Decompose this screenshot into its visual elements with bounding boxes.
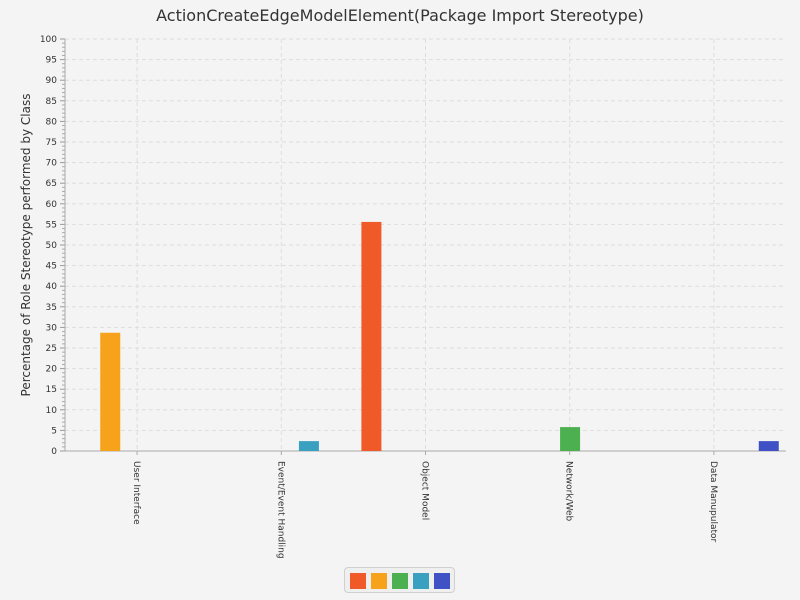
- y-tick-label: 45: [46, 262, 57, 272]
- x-tick-label: User Interface: [131, 461, 141, 525]
- y-tick-label: 10: [46, 406, 58, 416]
- y-tick-label: 70: [46, 159, 58, 169]
- y-axis-label: Percentage of Role Stereotype performed …: [19, 94, 33, 397]
- x-tick-label: Event/Event Handling: [275, 461, 285, 559]
- y-tick-label: 40: [46, 282, 58, 292]
- bar: [361, 221, 382, 451]
- bar: [298, 441, 319, 451]
- y-tick-label: 55: [46, 220, 57, 230]
- chart-legend: [344, 567, 455, 593]
- legend-swatch: [371, 573, 387, 589]
- y-tick-label: 85: [46, 97, 57, 107]
- chart-title: ActionCreateEdgeModelElement(Package Imp…: [156, 6, 644, 25]
- legend-swatch: [392, 573, 408, 589]
- y-tick-label: 60: [46, 200, 58, 210]
- y-tick-label: 35: [46, 303, 57, 313]
- y-tick-label: 15: [46, 385, 57, 395]
- x-tick-label: Object Model: [420, 461, 430, 520]
- bar: [100, 332, 121, 451]
- y-tick-label: 50: [46, 241, 58, 251]
- legend-swatch: [434, 573, 450, 589]
- x-tick-label: Network/Web: [564, 461, 574, 522]
- y-tick-label: 100: [40, 35, 57, 45]
- y-tick-label: 25: [46, 344, 57, 354]
- y-tick-label: 95: [46, 56, 57, 66]
- bar: [758, 441, 779, 451]
- y-tick-label: 80: [46, 117, 58, 127]
- y-tick-label: 30: [46, 323, 58, 333]
- y-tick-label: 5: [51, 426, 57, 436]
- bar: [560, 427, 581, 451]
- y-tick-label: 90: [46, 76, 58, 86]
- y-tick-label: 20: [46, 365, 58, 375]
- y-tick-label: 65: [46, 179, 57, 189]
- y-tick-label: 75: [46, 138, 57, 148]
- y-tick-label: 0: [51, 447, 57, 457]
- legend-swatch: [350, 573, 366, 589]
- legend-swatch: [413, 573, 429, 589]
- x-tick-label: Data Manupulator: [708, 461, 718, 543]
